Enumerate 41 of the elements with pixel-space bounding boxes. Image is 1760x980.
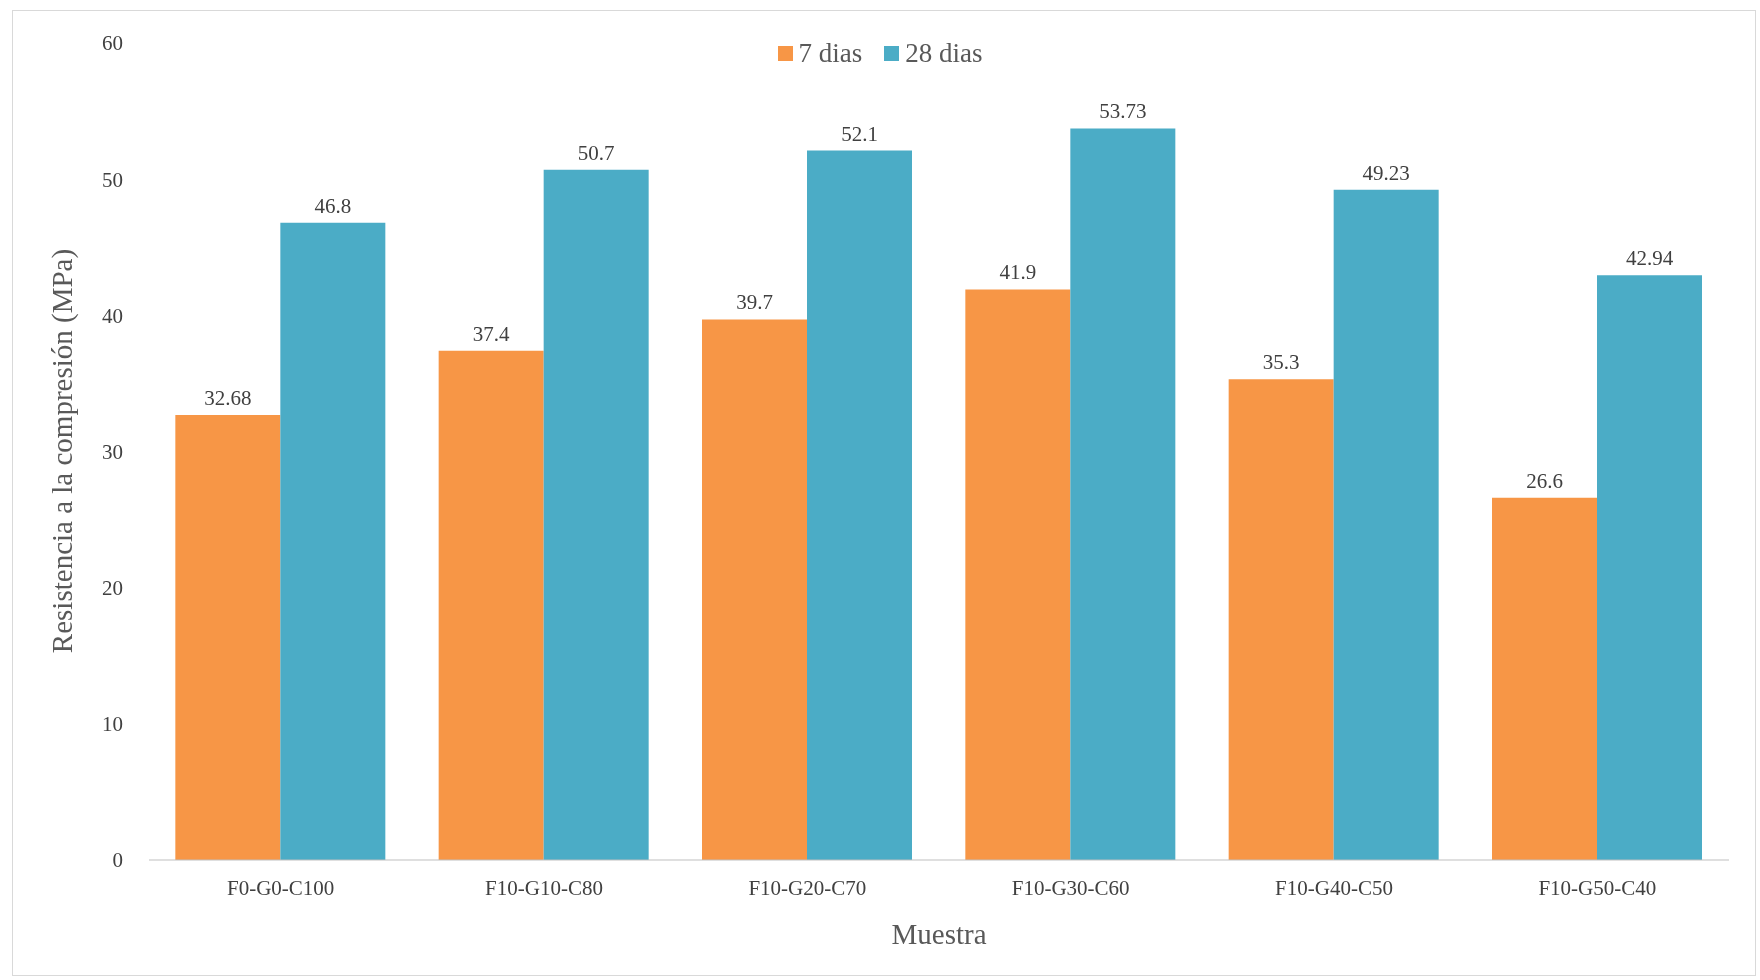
x-tick-label: F10-G50-C40: [1538, 875, 1657, 900]
data-label: 53.73: [1099, 99, 1147, 124]
y-tick-label: 20: [102, 576, 123, 601]
data-label: 50.7: [577, 140, 615, 165]
data-label: 26.6: [1526, 468, 1563, 493]
data-label: 49.23: [1362, 160, 1410, 185]
bar: [438, 350, 544, 860]
data-label: 42.94: [1625, 246, 1674, 271]
y-tick-label: 40: [102, 303, 123, 328]
bar: [1333, 189, 1439, 860]
bar: [1492, 497, 1597, 860]
y-tick-label: 30: [102, 439, 123, 464]
x-tick-label: F10-G20-C70: [748, 875, 867, 900]
data-label: 32.68: [204, 386, 252, 411]
bar: [175, 415, 281, 860]
data-label: 35.3: [1262, 350, 1300, 375]
data-label: 52.1: [841, 121, 878, 146]
legend-label: 7 dias: [798, 38, 863, 69]
bar: [1070, 128, 1176, 860]
bar: [965, 289, 1071, 860]
x-tick-label: F10-G40-C50: [1275, 875, 1393, 900]
x-tick-label: F0-G0-C100: [226, 875, 335, 900]
data-label: 39.7: [736, 290, 773, 315]
bar: [702, 319, 807, 860]
bar: [807, 150, 912, 860]
data-label: 37.4: [472, 321, 511, 346]
data-label: 46.8: [314, 193, 352, 218]
x-axis-title: Muestra: [890, 918, 988, 951]
y-tick-label: 10: [102, 712, 123, 737]
y-tick-label: 50: [102, 167, 123, 192]
data-label: 41.9: [999, 260, 1037, 285]
y-axis-title: Resistencia a la compresión (MPa): [45, 248, 79, 654]
x-tick-label: F10-G30-C60: [1011, 875, 1130, 900]
y-tick-label: 0: [112, 848, 123, 873]
y-tick-label: 60: [102, 31, 123, 56]
bar: [280, 222, 386, 860]
x-tick-label: F10-G10-C80: [485, 875, 603, 900]
bar: [1597, 275, 1702, 860]
bar: [1228, 379, 1334, 860]
legend-label: 28 dias: [905, 38, 983, 69]
bar: [543, 169, 649, 860]
